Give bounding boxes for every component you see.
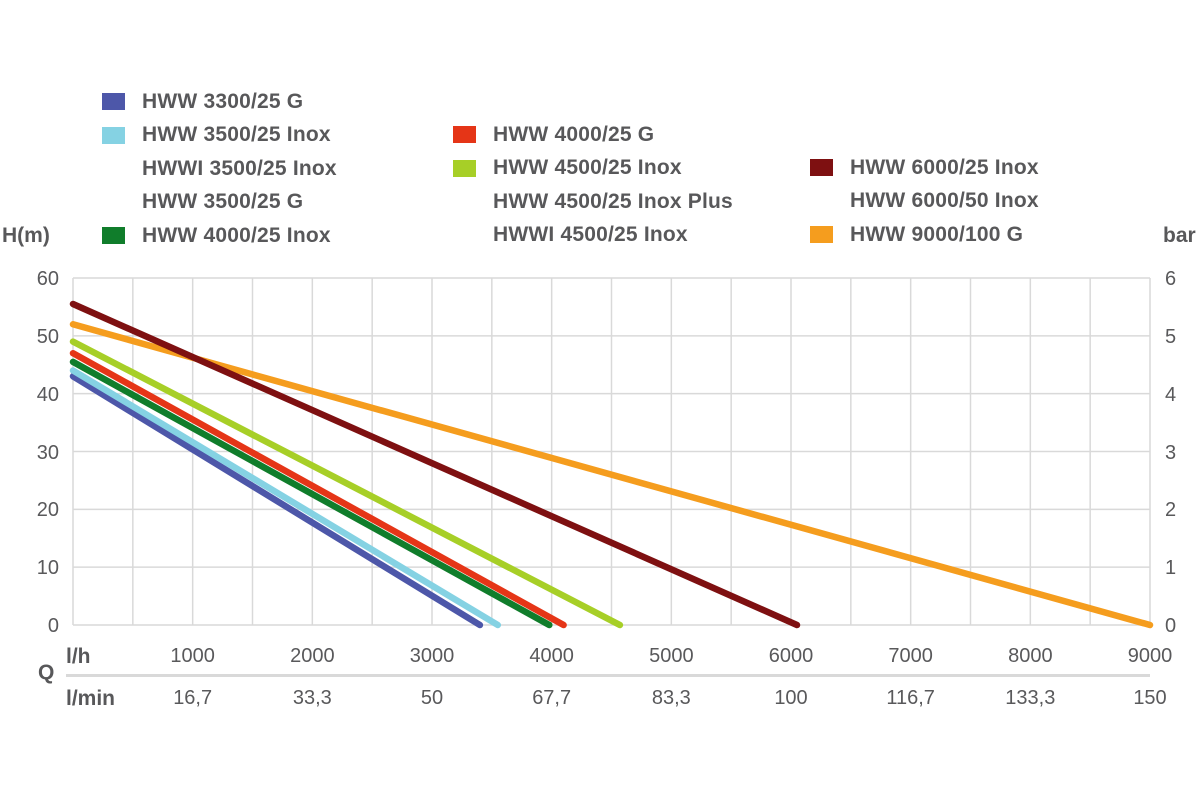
legend-item: HWW 3500/25 Inox bbox=[102, 119, 337, 153]
legend-swatch-spacer bbox=[453, 227, 476, 244]
right-axis-tick: 3 bbox=[1165, 441, 1177, 464]
legend-item-label: HWW 3300/25 G bbox=[142, 89, 304, 113]
legend-item-label: HWW 4500/25 Inox bbox=[493, 156, 682, 180]
legend-column-2: HWW 4000/25 G HWW 4500/25 Inox HWW 4500/25… bbox=[453, 118, 733, 252]
legend-item: HWW 4000/25 Inox bbox=[102, 219, 337, 253]
legend-item-label: HWW 9000/100 G bbox=[850, 222, 1024, 246]
lmin-axis-tick: 67,7 bbox=[532, 687, 572, 709]
lmin-axis-tick: 83,3 bbox=[651, 687, 691, 709]
legend-item-label: HWW 4500/25 Inox Plus bbox=[493, 189, 733, 213]
left-axis-title: H(m) bbox=[2, 224, 50, 247]
curve-hww-9000-100-g bbox=[69, 321, 1154, 629]
lmin-axis-tick: 133,3 bbox=[1005, 687, 1056, 709]
left-axis-tick: 0 bbox=[47, 615, 59, 637]
lh-axis-tick: 4000 bbox=[529, 645, 574, 667]
legend-swatch-spacer bbox=[810, 193, 833, 210]
lh-axis-tick: 6000 bbox=[768, 645, 814, 667]
legend-item: HWWI 3500/25 Inox bbox=[102, 152, 337, 186]
q-axis-divider bbox=[66, 674, 1150, 677]
right-axis-tick: 6 bbox=[1165, 268, 1177, 290]
legend-swatch-icon bbox=[810, 159, 833, 177]
lh-axis-tick: 9000 bbox=[1127, 645, 1173, 667]
legend-item: HWW 6000/50 Inox bbox=[810, 185, 1039, 219]
legend-item-label: HWW 3500/25 G bbox=[142, 190, 304, 214]
right-axis-tick: 5 bbox=[1165, 325, 1177, 348]
grid bbox=[72, 277, 1151, 626]
left-axis-tick: 10 bbox=[36, 557, 59, 580]
left-axis-tick: 40 bbox=[36, 383, 59, 406]
lmin-axis-tick: 150 bbox=[1133, 687, 1167, 709]
curve-hww-3500-25-inox bbox=[69, 367, 502, 629]
legend-item-label: HWW 6000/25 Inox bbox=[850, 155, 1039, 179]
lh-axis-tick: 5000 bbox=[649, 645, 694, 667]
lmin-axis-tick: 50 bbox=[420, 687, 444, 709]
legend-swatch-spacer bbox=[102, 160, 125, 177]
lmin-axis-tick: 116,7 bbox=[886, 687, 935, 709]
curve-hww-4000-25-g bbox=[69, 349, 567, 629]
lh-axis-tick: 3000 bbox=[409, 645, 455, 667]
legend-item-label: HWWI 4500/25 Inox bbox=[493, 223, 688, 247]
legend-item: HWW 4500/25 Inox bbox=[453, 152, 733, 186]
lh-axis-tick: 1000 bbox=[170, 645, 215, 667]
legend-item: HWW 4500/25 Inox Plus bbox=[453, 185, 733, 219]
left-axis-tick: 50 bbox=[36, 325, 59, 348]
right-axis-tick: 2 bbox=[1165, 499, 1177, 522]
lmin-axis-tick: 33,3 bbox=[292, 687, 332, 709]
legend-column-3: HWW 6000/25 Inox HWW 6000/50 Inox HWW 9000… bbox=[810, 151, 1039, 252]
legend-swatch-icon bbox=[453, 159, 476, 177]
curve-hww-6000-25-inox bbox=[69, 300, 801, 629]
lh-axis-tick: 8000 bbox=[1008, 645, 1053, 667]
legend-swatch-icon bbox=[102, 93, 125, 111]
lmin-axis-tick: 16,7 bbox=[173, 687, 213, 709]
legend-item-label: HWW 6000/50 Inox bbox=[850, 189, 1039, 213]
curve-hww-4500-25-inox bbox=[69, 338, 624, 629]
legend-swatch-spacer bbox=[453, 193, 476, 210]
chart-plot-area bbox=[69, 277, 1154, 629]
legend-item: HWW 3300/25 G bbox=[102, 85, 337, 119]
left-axis-tick: 30 bbox=[36, 441, 59, 464]
right-axis-tick: 1 bbox=[1165, 557, 1177, 580]
legend-item: HWW 3500/25 G bbox=[102, 186, 337, 220]
legend-item: HWWI 4500/25 Inox bbox=[453, 219, 733, 253]
legend-swatch-spacer bbox=[102, 194, 125, 211]
legend-swatch-icon bbox=[102, 126, 125, 144]
legend-swatch-icon bbox=[810, 226, 833, 244]
curve-hww-3300-25-g bbox=[69, 373, 484, 629]
right-axis-tick: 4 bbox=[1165, 383, 1177, 406]
lh-axis-tick: 2000 bbox=[290, 645, 335, 667]
lh-unit-label: l/h bbox=[66, 645, 91, 668]
q-axis-label: Q bbox=[38, 661, 55, 684]
legend-item: HWW 4000/25 G bbox=[453, 118, 733, 152]
lmin-unit-label: l/min bbox=[66, 687, 116, 710]
legend-swatch-icon bbox=[453, 126, 476, 144]
curve-hww-4000-25-inox bbox=[69, 358, 553, 629]
legend-item-label: HWW 4000/25 Inox bbox=[142, 223, 331, 247]
legend-item-label: HWW 3500/25 Inox bbox=[142, 123, 331, 147]
legend-swatch-icon bbox=[102, 227, 125, 245]
left-axis-tick: 60 bbox=[36, 268, 59, 290]
legend-item: HWW 6000/25 Inox bbox=[810, 151, 1039, 185]
lmin-axis-tick: 100 bbox=[774, 687, 808, 709]
legend-item-label: HWW 4000/25 G bbox=[493, 122, 655, 146]
lh-axis-tick: 7000 bbox=[888, 645, 933, 667]
legend-item: HWW 9000/100 G bbox=[810, 218, 1039, 252]
right-axis-title: bar bbox=[1163, 224, 1196, 247]
legend-column-1: HWW 3300/25 G HWW 3500/25 Inox HWWI 3500/2… bbox=[102, 85, 337, 253]
right-axis-tick: 0 bbox=[1165, 615, 1177, 637]
legend-item-label: HWWI 3500/25 Inox bbox=[142, 156, 337, 180]
left-axis-tick: 20 bbox=[36, 499, 59, 522]
